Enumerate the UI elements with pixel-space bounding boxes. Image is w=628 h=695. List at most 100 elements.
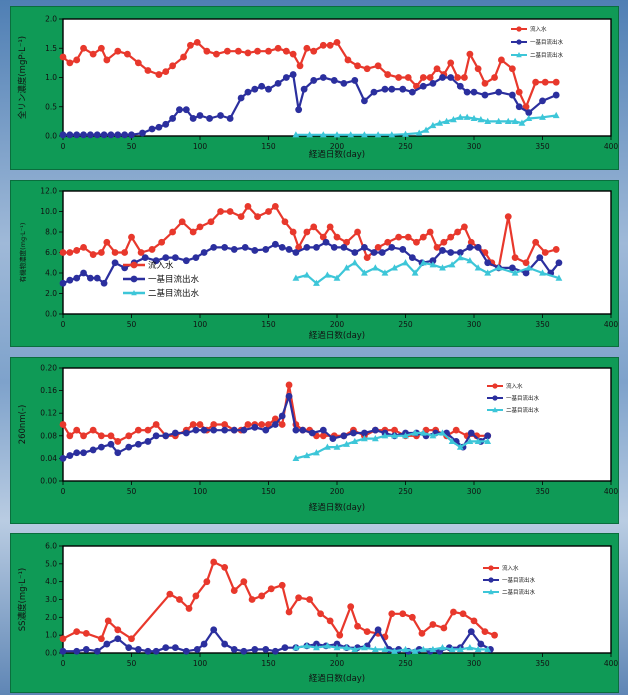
series-3-point bbox=[324, 642, 331, 649]
x-tick-label: 0 bbox=[61, 487, 66, 496]
series-2-point bbox=[139, 129, 146, 137]
legend-marker-3 bbox=[516, 52, 522, 58]
y-axis-label: 有機物濃度(mg·L⁻¹) bbox=[18, 223, 27, 283]
x-tick-label: 250 bbox=[398, 659, 413, 668]
series-1-point bbox=[203, 578, 211, 586]
series-3-point bbox=[292, 274, 300, 281]
series-2-point bbox=[281, 644, 289, 652]
series-1-point bbox=[552, 78, 560, 86]
series-1-point bbox=[511, 254, 519, 262]
x-tick-label: 400 bbox=[604, 320, 618, 329]
series-2-point bbox=[351, 249, 359, 256]
series-3-point bbox=[429, 432, 437, 439]
chart-svg-2: 0 50 100 150 200 250 300 350 400 0.0 2.0 4.0 6.0 8.0 1… bbox=[18, 187, 618, 342]
series-1-point bbox=[248, 596, 256, 603]
series-1-point bbox=[114, 626, 122, 634]
series-3-point bbox=[292, 131, 300, 138]
series-1-point bbox=[224, 47, 231, 55]
series-2-point bbox=[59, 131, 67, 139]
series-3-point bbox=[456, 645, 464, 653]
series-2-point bbox=[221, 243, 229, 251]
x-tick-label: 250 bbox=[398, 142, 413, 151]
series-1-point bbox=[374, 243, 382, 251]
y-tick-label: 1.0 bbox=[45, 631, 57, 640]
legend-label-3: 二基目流出水 bbox=[530, 51, 564, 59]
series-3-point bbox=[371, 264, 379, 271]
series-1-point bbox=[73, 56, 81, 64]
series-2-point bbox=[388, 243, 396, 251]
series-1-point bbox=[254, 213, 261, 221]
series-2-point bbox=[525, 109, 533, 116]
series-3-point bbox=[511, 117, 519, 124]
series-1-point bbox=[111, 249, 119, 256]
y-tick-label: 2.0 bbox=[45, 613, 57, 622]
y-tick-label: 8.0 bbox=[45, 228, 57, 237]
series-3-point bbox=[466, 644, 474, 651]
series-3-point bbox=[333, 644, 341, 651]
series-2-point bbox=[419, 82, 427, 90]
series-1-point bbox=[97, 249, 105, 256]
series-1-point bbox=[450, 608, 457, 616]
series-1-point bbox=[296, 62, 304, 70]
x-tick-label: 350 bbox=[535, 487, 550, 496]
series-1-point bbox=[73, 628, 81, 635]
series-1-point bbox=[80, 44, 87, 52]
series-2-point bbox=[237, 94, 245, 102]
series-2-point bbox=[474, 243, 482, 251]
series-2-point bbox=[467, 628, 475, 635]
series-2-point bbox=[303, 243, 311, 251]
series-2-point bbox=[182, 429, 190, 437]
x-tick-label: 250 bbox=[398, 320, 413, 329]
series-1-point bbox=[541, 249, 549, 256]
series-3-point bbox=[484, 437, 492, 445]
series-1-point bbox=[319, 41, 327, 49]
series-2-point bbox=[144, 438, 152, 445]
legend-marker-2 bbox=[130, 275, 138, 283]
series-2-point bbox=[66, 131, 74, 139]
series-2-point bbox=[508, 91, 516, 99]
series-2-point bbox=[73, 647, 81, 655]
series-1-point bbox=[481, 79, 489, 87]
series-1-point bbox=[196, 421, 204, 428]
series-2-point bbox=[80, 269, 87, 277]
series-3-point bbox=[477, 116, 485, 123]
series-2-point bbox=[182, 106, 190, 114]
series-1-point bbox=[395, 233, 403, 241]
series-1-point bbox=[97, 432, 105, 440]
series-3-point bbox=[391, 264, 398, 271]
series-2-point bbox=[447, 249, 455, 256]
y-tick-label: 0.0 bbox=[45, 132, 57, 141]
x-tick-label: 100 bbox=[193, 320, 208, 329]
series-1-point bbox=[289, 228, 297, 236]
y-axis-label: SS濃度(mg·L⁻¹) bbox=[17, 568, 28, 631]
series-1-point bbox=[82, 629, 90, 637]
series-1-point bbox=[162, 68, 170, 76]
y-tick-label: 0.16 bbox=[40, 386, 57, 395]
series-1-point bbox=[97, 635, 105, 643]
series-2-point bbox=[152, 432, 160, 440]
x-tick-label: 100 bbox=[193, 487, 208, 496]
x-tick-label: 50 bbox=[127, 320, 137, 329]
series-2-point bbox=[73, 274, 81, 282]
series-2-point bbox=[192, 426, 200, 434]
legend-marker-2 bbox=[492, 395, 498, 401]
series-3-point bbox=[313, 279, 320, 286]
series-2-point bbox=[350, 429, 357, 437]
series-3-point bbox=[463, 113, 471, 120]
series-1-point bbox=[73, 247, 81, 254]
series-2-point bbox=[439, 74, 446, 81]
series-3-point bbox=[371, 435, 379, 442]
series-2-point bbox=[251, 646, 259, 653]
series-1-point bbox=[107, 432, 115, 440]
series-1-point bbox=[515, 88, 523, 96]
series-2-point bbox=[196, 112, 204, 119]
series-2-point bbox=[289, 71, 297, 78]
series-2-point bbox=[128, 131, 135, 139]
series-3-point bbox=[381, 645, 389, 653]
x-tick-label: 400 bbox=[604, 142, 618, 151]
legend-label-3: 二基目流出水 bbox=[506, 406, 540, 414]
y-axis-label: 全リン濃度(mgP·L⁻¹) bbox=[17, 36, 28, 119]
series-3-point bbox=[474, 645, 482, 653]
series-2-point bbox=[226, 115, 234, 122]
series-2-point bbox=[329, 435, 337, 443]
